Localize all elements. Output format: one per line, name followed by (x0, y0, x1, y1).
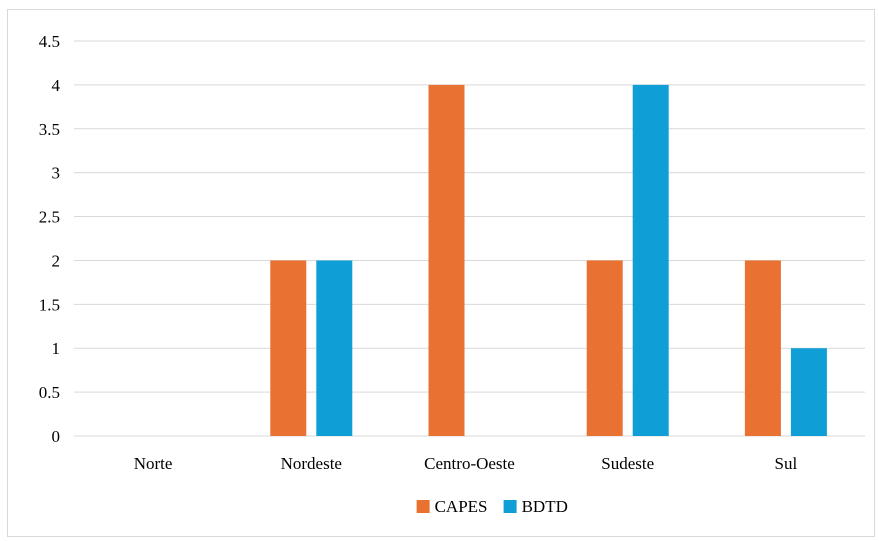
bar-bdtd-sul (790, 348, 827, 436)
y-tick-label: 2.5 (39, 208, 60, 227)
legend-label-bdtd: BDTD (522, 497, 568, 516)
y-tick-label: 4 (52, 76, 61, 95)
x-category-label: Nordeste (281, 454, 342, 473)
y-tick-label: 0 (52, 427, 61, 446)
legend-swatch-capes (416, 500, 430, 513)
x-axis-category-labels: Norte Nordeste Centro-Oeste Sudeste Sul (134, 454, 798, 473)
x-category-label: Sudeste (601, 454, 654, 473)
y-tick-label: 1 (52, 339, 61, 358)
x-category-label: Sul (775, 454, 798, 473)
bar-capes-centro-oeste (428, 84, 465, 436)
chart-frame: 0 0.5 1 1.5 2 2.5 3 3.5 4 4.5 Norte Nordeste Centro… (7, 9, 875, 537)
bars (270, 84, 827, 436)
y-tick-label: 2 (52, 251, 61, 270)
y-tick-label: 0.5 (39, 383, 60, 402)
legend-label-capes: CAPES (435, 497, 488, 516)
bar-capes-sudeste (586, 260, 623, 436)
legend-swatch-bdtd (503, 500, 517, 513)
y-tick-label: 3 (52, 164, 61, 183)
gridlines (74, 40, 865, 437)
bar-capes-nordeste (270, 260, 307, 436)
y-tick-label: 4.5 (39, 32, 60, 51)
y-tick-label: 3.5 (39, 120, 60, 139)
x-category-label: Centro-Oeste (424, 454, 515, 473)
x-category-label: Norte (134, 454, 173, 473)
bar-bdtd-nordeste (316, 260, 353, 436)
y-tick-label: 1.5 (39, 295, 60, 314)
y-axis-tick-labels: 0 0.5 1 1.5 2 2.5 3 3.5 4 4.5 (39, 32, 61, 446)
bar-bdtd-sudeste (632, 84, 669, 436)
legend: CAPES BDTD (416, 497, 568, 516)
bar-chart: 0 0.5 1 1.5 2 2.5 3 3.5 4 4.5 Norte Nordeste Centro… (39, 32, 865, 516)
bar-capes-sul (744, 260, 781, 436)
